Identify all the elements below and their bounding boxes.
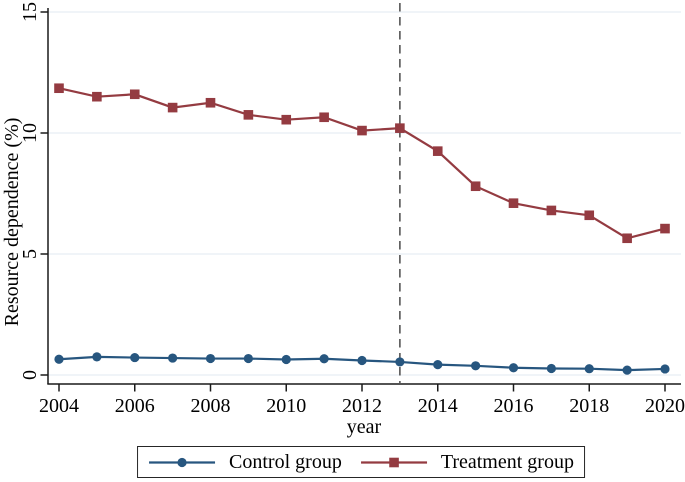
legend-label-treatment-group: Treatment group bbox=[440, 451, 574, 473]
control-group-line-marker-icon bbox=[149, 457, 216, 467]
svg-text:2006: 2006 bbox=[115, 395, 155, 417]
y-axis-title: Resource dependence (%) bbox=[1, 117, 23, 327]
treatment-group-line-marker-icon bbox=[360, 457, 427, 467]
legend-item-treatment-group: Treatment group bbox=[360, 452, 574, 472]
svg-text:2008: 2008 bbox=[191, 395, 231, 417]
legend: Control group Treatment group bbox=[137, 446, 585, 478]
svg-text:2010: 2010 bbox=[266, 395, 306, 417]
svg-text:2016: 2016 bbox=[494, 395, 534, 417]
svg-text:2020: 2020 bbox=[645, 395, 685, 417]
svg-text:10: 10 bbox=[19, 123, 41, 143]
plot-area: 0 5 10 15 2004 2006 2008 2010 2012 2014 2016 2018 20… bbox=[19, 2, 685, 417]
svg-text:2014: 2014 bbox=[418, 395, 458, 417]
legend-label-control-group: Control group bbox=[229, 451, 342, 473]
legend-item-control-group: Control group bbox=[148, 452, 342, 472]
svg-text:0: 0 bbox=[19, 370, 41, 380]
svg-text:15: 15 bbox=[19, 2, 41, 22]
x-axis-title: year bbox=[346, 416, 382, 438]
svg-text:2004: 2004 bbox=[39, 395, 79, 417]
svg-text:2018: 2018 bbox=[569, 395, 609, 417]
chart-canvas: 0 5 10 15 2004 2006 2008 2010 2012 2014 2016 2018 20… bbox=[19, 2, 685, 417]
svg-text:2012: 2012 bbox=[342, 395, 382, 417]
svg-text:5: 5 bbox=[19, 249, 41, 259]
